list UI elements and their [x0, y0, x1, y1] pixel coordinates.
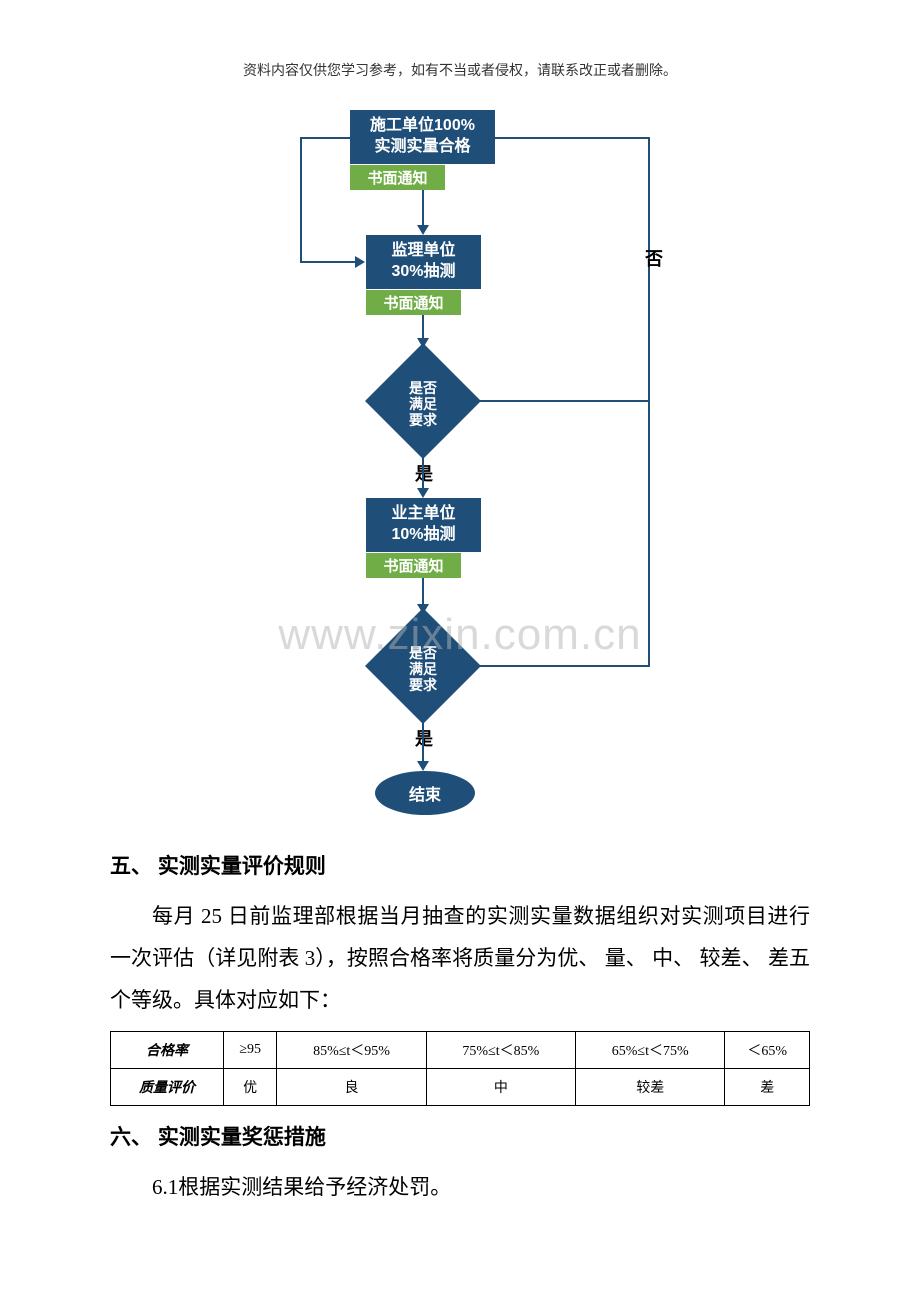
label-yes-1: 是	[415, 460, 433, 486]
arrow-line	[422, 723, 424, 763]
arrow-line	[422, 315, 424, 340]
cell: 良	[277, 1069, 426, 1106]
col-header: 75%≤t＜85%	[426, 1032, 575, 1069]
box3-line1: 业主单位	[391, 505, 455, 522]
arrow-head	[417, 225, 429, 235]
flow-box-supervision: 监理单位 30%抽测	[366, 235, 481, 289]
table-row: 质量评价 优 良 中 较差 差	[111, 1069, 810, 1106]
col-header: 65%≤t＜75%	[576, 1032, 725, 1069]
arrow-head	[355, 256, 365, 268]
arrow-line	[300, 137, 302, 263]
box2-line1: 监理单位	[391, 242, 455, 259]
arrow-line	[300, 137, 350, 139]
arrow-line	[495, 137, 650, 139]
flow-end: 结束	[375, 771, 475, 815]
label-no: 否	[645, 245, 663, 271]
arrow-head	[417, 488, 429, 498]
flow-box-construction: 施工单位100% 实测实量合格	[350, 110, 495, 164]
arrow-line	[480, 665, 650, 667]
col-header: 85%≤t＜95%	[277, 1032, 426, 1069]
col-header: ＜65%	[725, 1032, 810, 1069]
box3-line2: 10%抽测	[391, 526, 455, 543]
box1-line2: 实测实量合格	[374, 138, 470, 155]
arrow-line	[300, 261, 355, 263]
table-header-row: 合格率 ≥95 85%≤t＜95% 75%≤t＜85% 65%≤t＜75% ＜6…	[111, 1032, 810, 1069]
label-yes-2: 是	[415, 725, 433, 751]
notice-2: 书面通知	[366, 290, 461, 315]
flowchart: 施工单位100% 实测实量合格 书面通知 监理单位 30%抽测 书面通知 是否满…	[110, 110, 810, 840]
arrow-line	[422, 190, 424, 225]
box1-line1: 施工单位100%	[370, 117, 475, 134]
header-note: 资料内容仅供您学习参考，如有不当或者侵权，请联系改正或者删除。	[110, 60, 810, 80]
notice-3: 书面通知	[366, 553, 461, 578]
notice-1: 书面通知	[350, 165, 445, 190]
arrow-line	[422, 458, 424, 490]
arrow-line	[480, 400, 650, 402]
section5-body: 每月 25 日前监理部根据当月抽查的实测实量数据组织对实测项目进行一次评估（详见…	[110, 895, 810, 1021]
decision-1	[365, 343, 481, 459]
cell: 中	[426, 1069, 575, 1106]
section6-heading: 六、 实测实量奖惩措施	[110, 1121, 810, 1151]
arrow-line	[422, 578, 424, 606]
col-header: 合格率	[111, 1032, 224, 1069]
section5-heading: 五、 实测实量评价规则	[110, 850, 810, 880]
cell: 优	[224, 1069, 277, 1106]
flow-box-owner: 业主单位 10%抽测	[366, 498, 481, 552]
cell: 较差	[576, 1069, 725, 1106]
cell: 差	[725, 1069, 810, 1106]
decision-2	[365, 608, 481, 724]
section6-body: 6.1根据实测结果给予经济处罚。	[110, 1166, 810, 1208]
box2-line2: 30%抽测	[391, 263, 455, 280]
arrow-head	[417, 761, 429, 771]
col-header: ≥95	[224, 1032, 277, 1069]
grading-table: 合格率 ≥95 85%≤t＜95% 75%≤t＜85% 65%≤t＜75% ＜6…	[110, 1031, 810, 1106]
row-label: 质量评价	[111, 1069, 224, 1106]
